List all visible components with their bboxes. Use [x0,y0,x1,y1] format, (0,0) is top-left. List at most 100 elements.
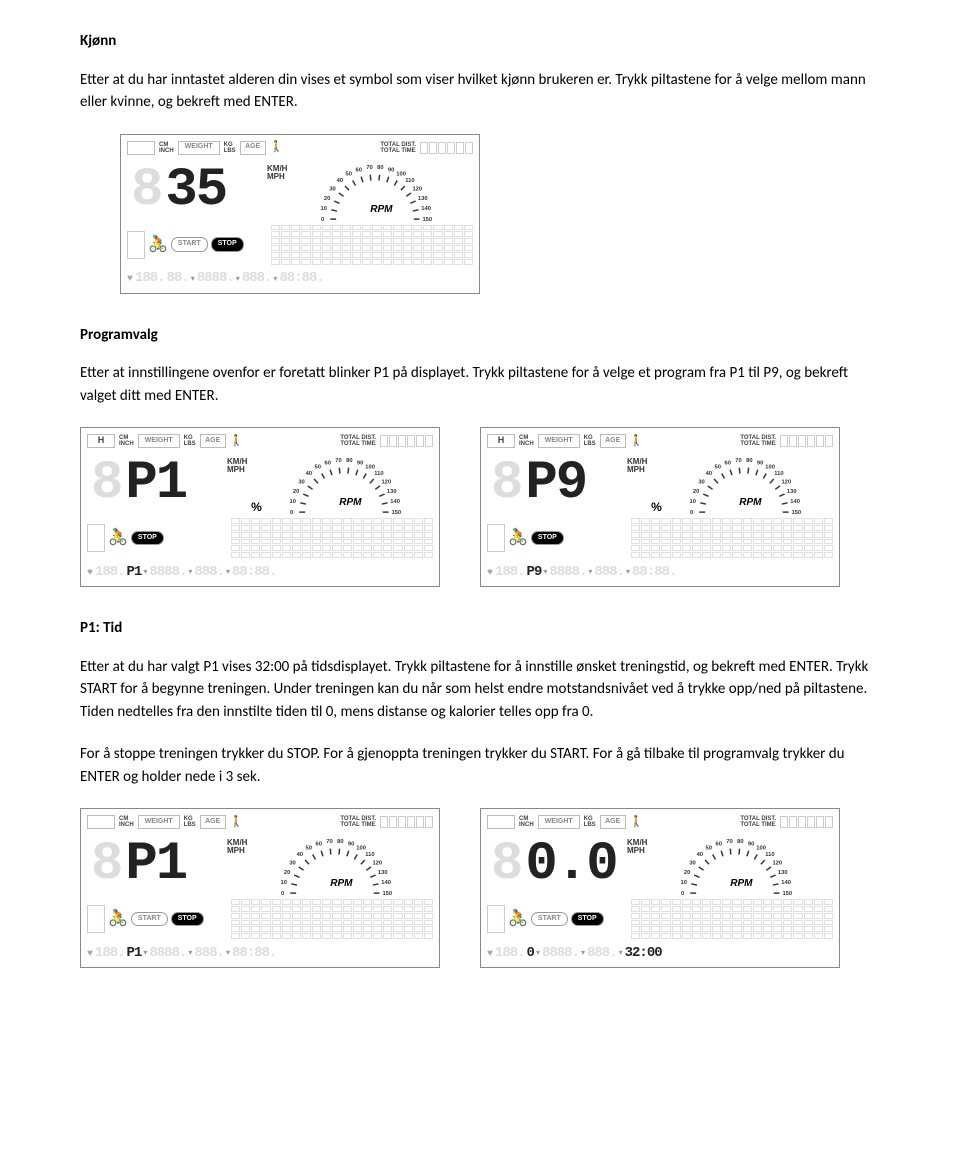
person-icon: 🚶 [230,433,244,450]
heading-kjonn: Kjønn [80,30,880,53]
lcd-cal-value: 888. [242,268,272,289]
svg-text:40: 40 [337,178,343,184]
lcd-main-readout: 8 P1 [87,833,227,897]
lcd-cal-value: 888. [194,943,224,964]
person-icon: 🚶 [630,433,644,450]
svg-text:150: 150 [792,510,802,516]
para-p1tid-1: Etter at du har valgt P1 vises 32:00 på … [80,656,880,724]
stop-button[interactable]: STOP [531,531,564,546]
svg-text:130: 130 [387,489,397,495]
svg-text:30: 30 [299,479,305,485]
lcd-time-value: 88:88. [279,268,323,289]
lcd-time-value: 88:88. [232,943,276,964]
lcd-rpm-label: RPM [339,495,361,510]
lcd-kg-lbs: KGLBS [184,435,196,447]
svg-text:0: 0 [681,891,684,897]
svg-text:140: 140 [382,880,392,886]
lcd-speed-labels: KM/HMPH [627,839,647,897]
svg-text:70: 70 [727,839,733,845]
lcd-profile-grid [271,225,473,265]
svg-text:150: 150 [392,510,402,516]
stop-button[interactable]: STOP [571,912,604,927]
svg-text:120: 120 [413,186,423,192]
lcd-totals: TOTAL DIST.TOTAL TIME [740,816,776,828]
start-button[interactable]: START [131,912,168,927]
lcd-cal-value: 888. [594,562,624,583]
svg-text:70: 70 [336,458,342,464]
lcd-rpm-arc: 0102030405060708090100110120130140150 RP… [265,452,433,516]
lcd-kg-lbs: KGLBS [184,816,196,828]
lcd-cm-inch: CMINCH [119,816,134,828]
svg-text:40: 40 [297,852,303,858]
lcd-time-value: 88:88. [232,562,276,583]
lcd-level-seg [127,231,145,259]
lcd-weight-box: WEIGHT [538,434,580,448]
lcd-panel-p1: HCMINCHWEIGHTKGLBSAGE🚶TOTAL DIST.TOTAL T… [80,427,440,587]
lcd-rpm-label: RPM [739,495,761,510]
heart-icon: ♥ [87,946,93,961]
lcd-dist-value: 8888. [149,562,186,583]
lcd-age-box: AGE [600,815,626,829]
svg-text:30: 30 [690,860,696,866]
lcd-speed-labels: KM/HMPH [227,458,247,516]
lcd-total-digits [380,816,433,828]
lcd-kg-lbs: KGLBS [584,435,596,447]
svg-text:70: 70 [367,164,373,170]
lcd-main-value: 0.0 [525,838,616,892]
lcd-panel-tid-p1: CMINCHWEIGHTKGLBSAGE🚶TOTAL DIST.TOTAL TI… [80,808,440,968]
svg-text:50: 50 [306,846,312,852]
bike-icon: 🚴 [508,907,528,931]
svg-text:40: 40 [306,471,312,477]
lcd-level-seg [87,905,105,933]
lcd-cm-inch: CMINCH [519,435,534,447]
svg-text:140: 140 [782,880,792,886]
svg-text:90: 90 [757,460,763,466]
svg-text:100: 100 [757,846,767,852]
lcd-totals: TOTAL DIST.TOTAL TIME [340,435,376,447]
lcd-total-digits [420,142,473,154]
lcd-profile-grid [231,518,433,558]
lcd-program-value: 88. [167,268,189,289]
lcd-time-value: 32:00 [625,943,662,964]
lcd-main-readout: 8 P1 [87,452,227,516]
svg-text:60: 60 [716,841,722,847]
lcd-weight-box: WEIGHT [178,141,220,155]
stop-button[interactable]: STOP [171,912,204,927]
lcd-speed-labels: KM/HMPH [267,165,287,223]
heart-icon: ♥ [127,271,133,286]
svg-text:30: 30 [699,479,705,485]
lcd-main-readout: 8 35 [127,159,267,223]
svg-text:0: 0 [290,510,293,516]
svg-text:60: 60 [356,167,362,173]
svg-text:150: 150 [783,891,793,897]
lcd-program-value: P1 [127,943,142,964]
lcd-main-readout: 8 P9 [487,452,627,516]
lcd-dist-value: 8888. [549,562,586,583]
lcd-kg-lbs: KGLBS [584,816,596,828]
svg-text:120: 120 [382,479,392,485]
person-icon: 🚶 [270,139,284,156]
stop-button[interactable]: STOP [131,531,164,546]
lcd-age-box: AGE [200,434,226,448]
svg-text:110: 110 [406,178,415,184]
svg-text:0: 0 [690,510,693,516]
svg-text:10: 10 [290,499,296,505]
lcd-profile-grid [631,518,833,558]
lcd-profile-grid [631,899,833,939]
lcd-hr-value: 188. [495,562,525,583]
bike-icon: 🚴 [108,526,128,550]
lcd-weight-box: WEIGHT [538,815,580,829]
lcd-level-seg [87,524,105,552]
stop-button[interactable]: STOP [211,237,244,252]
svg-text:110: 110 [766,852,775,858]
lcd-h-indicator: H [87,434,115,448]
svg-text:40: 40 [706,471,712,477]
svg-text:80: 80 [338,839,344,845]
start-button[interactable]: START [531,912,568,927]
svg-text:10: 10 [321,206,327,212]
lcd-age-box: AGE [600,434,626,448]
start-button[interactable]: START [171,237,208,252]
person-icon: 🚶 [630,814,644,831]
lcd-program-value: P1 [127,562,142,583]
svg-text:50: 50 [715,465,721,471]
